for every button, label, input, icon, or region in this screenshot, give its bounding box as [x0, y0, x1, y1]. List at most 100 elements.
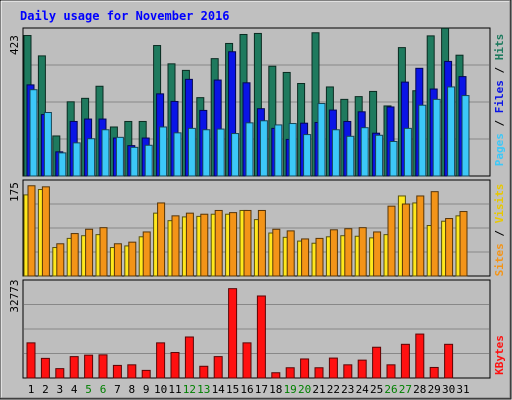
- day-label-11: 11: [168, 383, 181, 396]
- chart-title: Daily usage for November 2016: [20, 9, 230, 23]
- bar-kbytes-day-27: [400, 343, 410, 379]
- legend-hits: Hits: [493, 34, 506, 61]
- bar-sites-day-15: [229, 212, 238, 277]
- hits-ymax-label: 423: [8, 35, 21, 55]
- bar-pages-day-14: [216, 128, 225, 177]
- day-label-4: 4: [71, 383, 78, 396]
- day-label-21: 21: [312, 383, 325, 396]
- bar-kbytes-day-8: [127, 364, 137, 379]
- bar-kbytes-day-12: [184, 336, 194, 379]
- bar-sites-day-22: [329, 229, 338, 277]
- bar-kbytes-day-17: [256, 295, 266, 379]
- bar-pages-day-31: [461, 95, 470, 177]
- bar-sites-day-17: [257, 209, 266, 277]
- bar-pages-day-9: [144, 144, 153, 177]
- day-label-17: 17: [255, 383, 268, 396]
- bar-sites-day-19: [286, 230, 295, 277]
- bar-pages-day-15: [231, 133, 240, 177]
- bar-pages-day-3: [58, 152, 67, 177]
- legend-visits: Visits: [493, 184, 506, 224]
- bar-pages-day-22: [331, 129, 340, 177]
- bar-pages-day-18: [274, 124, 283, 177]
- day-label-28: 28: [413, 383, 426, 396]
- bar-pages-day-26: [389, 140, 398, 177]
- day-label-3: 3: [56, 383, 63, 396]
- bar-pages-day-30: [447, 86, 456, 177]
- bar-sites-day-31: [459, 211, 468, 277]
- bar-pages-day-24: [360, 127, 369, 177]
- bar-kbytes-day-9: [141, 369, 151, 379]
- bar-sites-day-25: [373, 231, 382, 277]
- bar-pages-day-20: [303, 134, 312, 177]
- bar-sites-day-8: [128, 241, 137, 277]
- bar-pages-day-28: [418, 104, 427, 177]
- bar-kbytes-day-30: [444, 343, 454, 379]
- bar-kbytes-day-29: [429, 366, 439, 379]
- bar-kbytes-day-25: [372, 346, 382, 379]
- bar-sites-day-6: [99, 227, 108, 277]
- day-label-12: 12: [183, 383, 196, 396]
- x-axis-day-labels: 1 2 3 4 5 6 7 8 9 10 11 12 13 14 15 16 17 18 19 20 21 22 23 24 2…: [28, 383, 470, 396]
- bar-sites-day-27: [401, 203, 410, 277]
- bar-sites-day-30: [445, 218, 454, 277]
- visits-sites-panel: [22, 179, 491, 277]
- bar-kbytes-day-3: [55, 368, 65, 379]
- bar-kbytes-day-26: [386, 364, 396, 379]
- day-label-9: 9: [143, 383, 150, 396]
- bar-pages-day-5: [87, 138, 96, 177]
- day-label-6: 6: [100, 383, 107, 396]
- bar-sites-day-7: [113, 243, 122, 277]
- bar-kbytes-day-15: [228, 288, 238, 379]
- bar-sites-day-11: [171, 215, 180, 277]
- day-label-5: 5: [85, 383, 92, 396]
- bar-kbytes-day-11: [170, 352, 180, 379]
- bar-pages-day-7: [115, 136, 124, 177]
- legend-sep: /: [493, 223, 506, 243]
- bar-sites-day-10: [157, 202, 166, 277]
- day-label-2: 2: [42, 383, 49, 396]
- bar-sites-day-24: [358, 227, 367, 277]
- bar-pages-day-6: [101, 129, 110, 177]
- bar-kbytes-day-5: [84, 354, 94, 379]
- day-label-25: 25: [370, 383, 383, 396]
- day-label-23: 23: [341, 383, 354, 396]
- day-label-10: 10: [154, 383, 167, 396]
- bar-sites-day-28: [416, 195, 425, 277]
- day-label-7: 7: [114, 383, 121, 396]
- bar-pages-day-8: [130, 146, 139, 177]
- legend-sep: /: [493, 113, 506, 133]
- visits-ymax-label: 175: [8, 182, 21, 202]
- legend-files: Files: [493, 80, 506, 113]
- bar-sites-day-12: [185, 212, 194, 277]
- bar-pages-day-10: [159, 126, 168, 177]
- day-label-19: 19: [284, 383, 297, 396]
- bar-sites-day-9: [142, 231, 151, 277]
- day-label-27: 27: [399, 383, 412, 396]
- bar-sites-day-29: [430, 191, 439, 277]
- day-label-31: 31: [456, 383, 469, 396]
- bar-kbytes-day-14: [213, 356, 223, 379]
- bar-kbytes-day-16: [242, 342, 252, 379]
- bar-sites-day-5: [85, 228, 94, 277]
- bar-sites-day-3: [56, 243, 65, 277]
- day-label-26: 26: [384, 383, 397, 396]
- kbytes-panel: [22, 279, 491, 379]
- day-label-30: 30: [442, 383, 455, 396]
- bar-pages-day-2: [43, 111, 52, 177]
- legend-hits-files-pages: Pages / Files / Hits: [493, 34, 506, 167]
- hits-files-pages-panel: [22, 27, 491, 177]
- bar-kbytes-day-18: [271, 372, 281, 379]
- bar-sites-day-14: [214, 209, 223, 277]
- bar-pages-day-1: [29, 89, 38, 177]
- bar-kbytes-day-7: [112, 364, 122, 379]
- bar-kbytes-day-23: [343, 364, 353, 379]
- day-label-15: 15: [226, 383, 239, 396]
- bar-kbytes-day-6: [98, 354, 108, 379]
- bar-pages-day-29: [432, 98, 441, 177]
- legend-pages: Pages: [493, 133, 506, 166]
- bar-kbytes-day-1: [26, 342, 36, 379]
- legend-visits-sites: Sites / Visits: [493, 184, 506, 277]
- bar-sites-day-2: [41, 186, 50, 277]
- day-label-18: 18: [269, 383, 282, 396]
- bar-kbytes-day-13: [199, 365, 209, 379]
